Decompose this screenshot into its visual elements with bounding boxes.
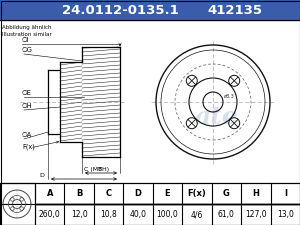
Text: 4/6: 4/6: [191, 210, 203, 219]
Text: ∅H: ∅H: [22, 103, 33, 109]
Text: ∅A: ∅A: [22, 132, 32, 138]
Bar: [0, 183, 35, 225]
Text: F(x): F(x): [188, 189, 206, 198]
Text: ∅E: ∅E: [22, 90, 32, 96]
Text: 24.0112-0135.1: 24.0112-0135.1: [61, 4, 178, 16]
Text: G: G: [223, 189, 230, 198]
Bar: [0, 183, 300, 225]
Text: C (MTH): C (MTH): [84, 167, 109, 172]
Text: ∅I: ∅I: [22, 37, 30, 43]
Text: 260,0: 260,0: [39, 210, 61, 219]
Text: 12,0: 12,0: [71, 210, 88, 219]
Text: ø8,3: ø8,3: [224, 94, 235, 99]
Text: H: H: [252, 189, 259, 198]
Text: I: I: [284, 189, 287, 198]
Text: 127,0: 127,0: [245, 210, 267, 219]
Text: 61,0: 61,0: [218, 210, 235, 219]
Text: 40,0: 40,0: [130, 210, 147, 219]
Text: ate: ate: [195, 105, 238, 129]
Text: B: B: [97, 167, 101, 172]
Text: 412135: 412135: [208, 4, 262, 16]
Text: Abbildung ähnlich
Illustration similar: Abbildung ähnlich Illustration similar: [2, 25, 52, 37]
Text: B: B: [76, 189, 83, 198]
Text: D: D: [40, 173, 44, 178]
Text: A: A: [46, 189, 53, 198]
Text: 10,8: 10,8: [100, 210, 117, 219]
Text: E: E: [165, 189, 170, 198]
Text: D: D: [135, 189, 142, 198]
Text: F(x): F(x): [22, 144, 35, 150]
Text: ∅G: ∅G: [22, 47, 33, 53]
Text: 100,0: 100,0: [157, 210, 178, 219]
Bar: [0, 0, 300, 20]
Text: 13,0: 13,0: [277, 210, 294, 219]
Text: C: C: [106, 189, 112, 198]
